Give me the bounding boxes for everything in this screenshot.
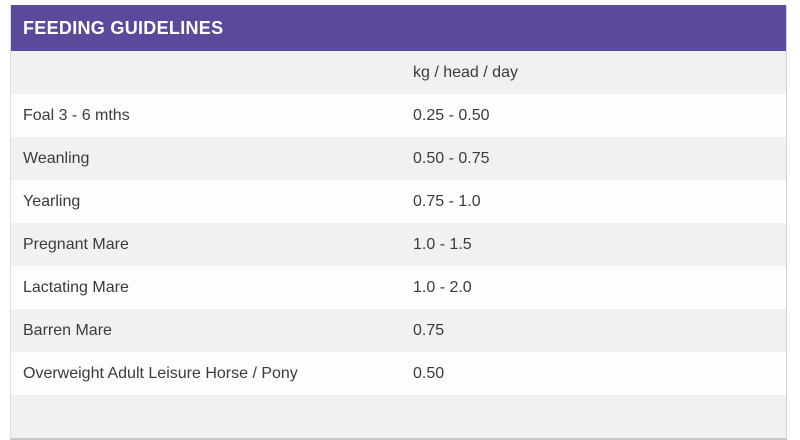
row-value: 1.0 - 2.0: [413, 278, 472, 296]
row-value: 0.25 - 0.50: [413, 106, 490, 124]
table-row: Weanling 0.50 - 0.75: [11, 137, 786, 180]
row-label: Pregnant Mare: [23, 235, 129, 253]
panel-title: FEEDING GUIDELINES: [23, 17, 224, 38]
table-row: Pregnant Mare 1.0 - 1.5: [11, 223, 786, 266]
category-column-header: [11, 51, 401, 94]
table-row: Lactating Mare 1.0 - 2.0: [11, 266, 786, 309]
feeding-guidelines-table: kg / head / day Foal 3 - 6 mths 0.25 - 0…: [11, 51, 786, 438]
row-value: 0.75 - 1.0: [413, 192, 481, 210]
footer-spacer: [11, 395, 786, 438]
table-row: Foal 3 - 6 mths 0.25 - 0.50: [11, 94, 786, 137]
row-value: 1.0 - 1.5: [413, 235, 472, 253]
row-value: 0.50 - 0.75: [413, 149, 490, 167]
row-label: Yearling: [23, 192, 81, 210]
row-label: Overweight Adult Leisure Horse / Pony: [23, 364, 298, 382]
row-value: 0.50: [413, 364, 445, 382]
feeding-guidelines-panel: FEEDING GUIDELINES kg / head / day Foal …: [10, 5, 787, 440]
row-value: 0.75: [413, 321, 445, 339]
table-header-row: kg / head / day: [11, 51, 786, 94]
table-row: Overweight Adult Leisure Horse / Pony 0.…: [11, 352, 786, 395]
panel-header: FEEDING GUIDELINES: [11, 5, 786, 51]
row-label: Weanling: [23, 149, 90, 167]
value-column-header: kg / head / day: [413, 63, 518, 81]
table-row: Yearling 0.75 - 1.0: [11, 180, 786, 223]
row-label: Lactating Mare: [23, 278, 129, 296]
row-label: Foal 3 - 6 mths: [23, 106, 130, 124]
row-label: Barren Mare: [23, 321, 112, 339]
table-row: Barren Mare 0.75: [11, 309, 786, 352]
table-footer-row: [11, 395, 786, 438]
